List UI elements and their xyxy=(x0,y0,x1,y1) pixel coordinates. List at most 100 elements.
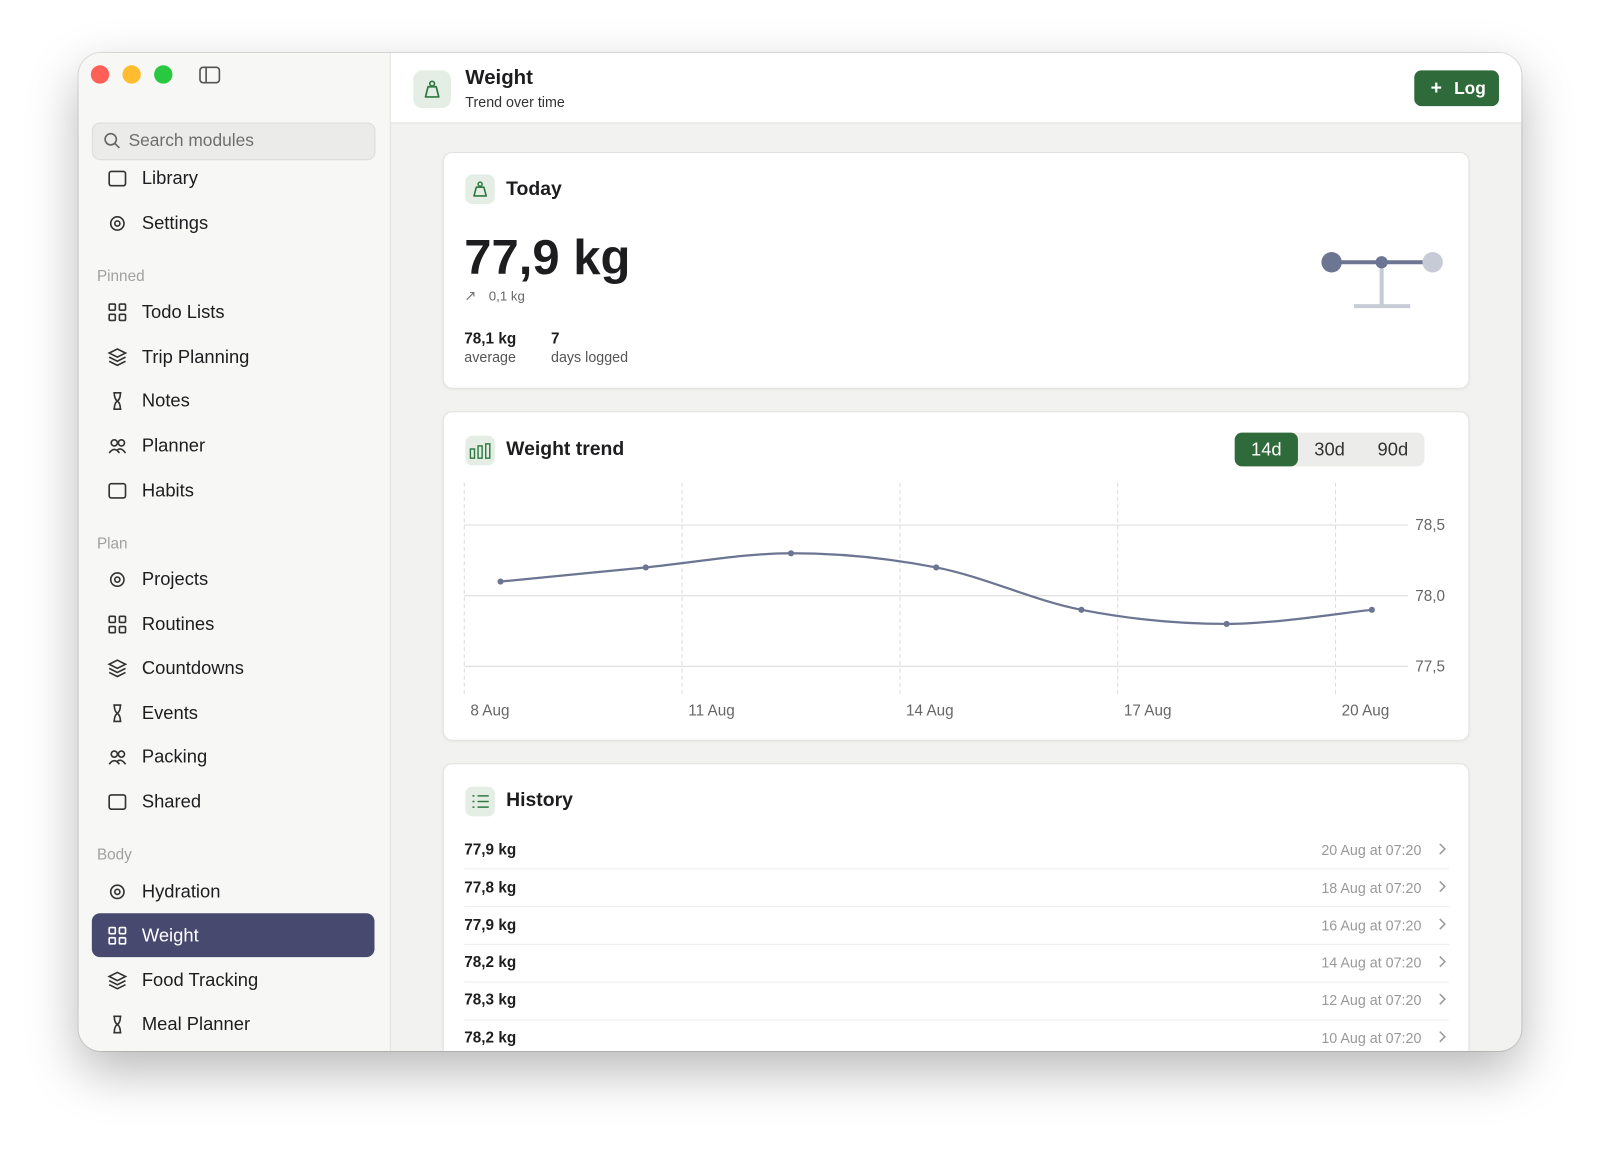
data-point xyxy=(787,550,795,557)
sidebar-icon xyxy=(107,659,128,678)
search-icon xyxy=(104,132,120,149)
history-title: History xyxy=(506,789,573,812)
close-button[interactable] xyxy=(90,65,110,84)
sidebar-icon xyxy=(113,704,122,723)
history-time[interactable]: 12 Aug at 07:20 xyxy=(1321,992,1422,1009)
history-value[interactable]: 78,2 kg xyxy=(464,1029,517,1047)
sidebar-item[interactable]: Countdowns xyxy=(141,657,244,679)
sidebar-item[interactable]: Events xyxy=(141,702,198,723)
history-value[interactable]: 78,3 kg xyxy=(464,991,517,1009)
range-option[interactable]: 30d xyxy=(1314,439,1345,460)
history-time[interactable]: 10 Aug at 07:20 xyxy=(1321,1029,1422,1046)
list-glyph xyxy=(472,795,489,808)
minimize-button[interactable] xyxy=(122,65,141,84)
log-button[interactable] xyxy=(1414,70,1499,107)
row-divider xyxy=(464,868,1449,870)
search-box[interactable] xyxy=(91,122,376,161)
sidebar-item[interactable]: Hydration xyxy=(141,880,221,902)
history-time[interactable]: 20 Aug at 07:20 xyxy=(1321,841,1422,859)
search-placeholder: Search modules xyxy=(128,130,254,150)
sidebar-icon xyxy=(107,971,128,990)
section-header: Body xyxy=(96,846,132,864)
row-divider xyxy=(464,943,1449,945)
history-value[interactable]: 77,8 kg xyxy=(464,878,517,897)
sidebar-icon xyxy=(108,438,127,454)
x-tick-label: 14 Aug xyxy=(906,702,954,719)
sidebar-item[interactable]: Projects xyxy=(141,568,209,590)
chevron xyxy=(1439,880,1446,893)
header-title: Weight xyxy=(465,66,533,90)
sidebar-icon xyxy=(108,926,127,945)
history-value[interactable]: 77,9 kg xyxy=(464,841,517,859)
history-time[interactable]: 16 Aug at 07:20 xyxy=(1321,916,1422,934)
range-selected[interactable] xyxy=(1234,432,1298,467)
sidebar-icon xyxy=(108,170,127,187)
x-tick-label: 17 Aug xyxy=(1124,702,1172,719)
stat-value: 7 xyxy=(551,330,560,348)
sidebar-item[interactable]: Food Tracking xyxy=(141,969,259,990)
range-option[interactable]: 14d xyxy=(1250,439,1282,460)
stat-value: 78,1 kg xyxy=(464,330,517,348)
today-change: 0,1 kg xyxy=(488,288,525,304)
data-point xyxy=(1223,620,1230,627)
zoom-button[interactable] xyxy=(154,65,173,84)
app-window: Search modules Weight Trend over time + … xyxy=(78,53,1522,1052)
section-header: Pinned xyxy=(96,267,145,285)
stat-label: days logged xyxy=(551,348,629,366)
sidebar-item[interactable]: Settings xyxy=(141,212,209,233)
sidebar-item[interactable]: Planner xyxy=(141,435,206,456)
data-point xyxy=(933,564,940,571)
sidebar-item[interactable]: Habits xyxy=(141,479,194,500)
sidebar-icon xyxy=(109,215,125,231)
sidebar-icon xyxy=(108,794,127,810)
sidebar-icon xyxy=(109,883,125,899)
header-icon xyxy=(413,70,452,109)
chart-glyph xyxy=(469,443,491,459)
sidebar-icon xyxy=(108,303,127,322)
sidebar-item[interactable]: Weight xyxy=(141,925,199,946)
sidebar-icon xyxy=(108,615,127,634)
x-tick-label: 20 Aug xyxy=(1342,702,1390,719)
header-subtitle: Trend over time xyxy=(465,93,565,111)
sidebar-icon xyxy=(113,392,122,411)
selected-item-bg[interactable] xyxy=(91,913,375,958)
trend-chart: 77,5 78,0 78,5 8 Aug 11 Aug 14 Aug 17 Aug 20 Au… xyxy=(463,482,1446,1043)
sidebar-item[interactable]: Routines xyxy=(141,613,215,634)
history-time[interactable]: 14 Aug at 07:20 xyxy=(1321,954,1422,971)
data-point xyxy=(1368,606,1375,613)
sidebar-item[interactable]: Notes xyxy=(141,390,190,412)
today-card xyxy=(442,152,1470,389)
trend-line xyxy=(500,552,1372,626)
stat-label: average xyxy=(464,348,516,366)
section-header: Plan xyxy=(96,534,128,553)
range-option[interactable]: 90d xyxy=(1377,439,1409,460)
sidebar-icon xyxy=(113,1015,122,1034)
today-title: Today xyxy=(506,178,562,200)
log-button-label: Log xyxy=(1454,78,1486,98)
row-divider xyxy=(464,1018,1449,1020)
chevron xyxy=(1439,1031,1446,1043)
sidebar-item[interactable]: Shared xyxy=(141,791,202,812)
sidebar-item[interactable]: Library xyxy=(141,167,198,189)
sidebar-item[interactable]: Trip Planning xyxy=(141,346,250,367)
sidebar-toggle[interactable] xyxy=(199,66,221,84)
x-tick-label: 11 Aug xyxy=(688,702,735,719)
row-divider xyxy=(464,906,1449,908)
y-tick-label: 78,5 xyxy=(1415,517,1445,534)
chevron xyxy=(1439,955,1446,968)
history-time[interactable]: 18 Aug at 07:20 xyxy=(1321,879,1422,896)
history-value[interactable]: 77,9 kg xyxy=(464,916,517,934)
sidebar-item[interactable]: Packing xyxy=(141,746,208,768)
today-value: 77,9 kg xyxy=(464,231,631,286)
sidebar-icon xyxy=(107,347,128,366)
y-tick-label: 78,0 xyxy=(1415,588,1445,605)
window-controls xyxy=(90,65,221,84)
sidebar-item[interactable]: Meal Planner xyxy=(141,1014,251,1035)
sidebar-item[interactable]: Todo Lists xyxy=(141,301,225,323)
history-value[interactable]: 78,2 kg xyxy=(464,953,517,972)
sidebar xyxy=(78,53,391,1052)
y-tick-label: 77,5 xyxy=(1415,658,1445,675)
row-divider xyxy=(464,981,1449,983)
